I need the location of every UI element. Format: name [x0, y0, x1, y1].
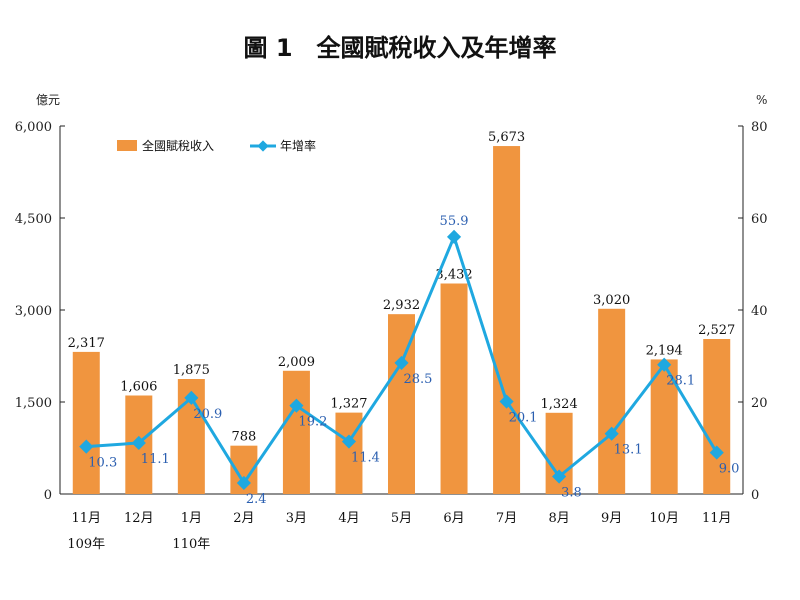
- bar-value-label: 1,875: [173, 363, 210, 378]
- left-axis-unit: 億元: [36, 93, 60, 107]
- bar: [72, 351, 100, 494]
- growth-rate-value-label: 55.9: [440, 214, 469, 229]
- growth-rate-value-label: 20.9: [193, 407, 222, 422]
- x-tick-label: 1月: [181, 511, 202, 526]
- bar-value-label: 2,009: [278, 355, 315, 370]
- growth-rate-value-label: 28.1: [666, 374, 695, 389]
- bar-value-label: 1,606: [120, 379, 157, 394]
- growth-rate-point: [79, 439, 94, 454]
- growth-rate-point: [657, 357, 672, 372]
- x-tick-label: 8月: [548, 511, 569, 526]
- x-tick-label: 10月: [649, 511, 679, 526]
- bar: [440, 283, 468, 494]
- bar-value-label: 1,324: [541, 397, 578, 412]
- growth-rate-point: [289, 398, 304, 413]
- growth-rate-point: [184, 390, 199, 405]
- x-tick-label: 6月: [443, 511, 464, 526]
- growth-rate-value-label: 19.2: [298, 415, 327, 430]
- x-tick-label: 4月: [338, 511, 359, 526]
- right-tick-label: 20: [751, 396, 768, 411]
- growth-rate-point: [709, 445, 724, 460]
- growth-rate-point: [394, 355, 409, 370]
- right-tick-label: 0: [751, 488, 759, 503]
- bar-value-label: 2,194: [646, 343, 683, 358]
- bar-value-label: 2,317: [68, 336, 105, 351]
- growth-rate-point: [604, 426, 619, 441]
- left-tick-label: 1,500: [15, 396, 52, 411]
- bar: [282, 370, 310, 494]
- legend-bar-swatch: [117, 140, 137, 151]
- x-tick-label: 3月: [286, 511, 307, 526]
- right-tick-label: 40: [751, 304, 768, 319]
- bar-value-label: 788: [231, 430, 256, 445]
- growth-rate-point: [446, 229, 462, 244]
- x-tick-sublabel: 109年: [67, 537, 105, 552]
- growth-rate-value-label: 20.1: [509, 411, 538, 426]
- growth-rate-value-label: 13.1: [614, 443, 643, 458]
- x-tick-label: 7月: [496, 511, 517, 526]
- growth-rate-value-label: 10.3: [88, 456, 117, 471]
- growth-rate-value-label: 11.1: [141, 452, 170, 467]
- growth-rate-point: [552, 469, 567, 484]
- x-tick-label: 5月: [391, 511, 412, 526]
- bar: [598, 308, 626, 494]
- growth-rate-value-label: 2.4: [246, 492, 267, 507]
- bar-value-label: 3,432: [435, 268, 472, 283]
- right-axis-unit: %: [756, 93, 767, 107]
- legend-line-marker: [257, 140, 269, 152]
- bar: [703, 339, 731, 494]
- right-tick-label: 80: [751, 120, 768, 135]
- left-tick-label: 6,000: [15, 120, 52, 135]
- x-tick-label: 12月: [124, 511, 154, 526]
- bar-value-label: 2,932: [383, 298, 420, 313]
- left-tick-label: 4,500: [15, 212, 52, 227]
- growth-rate-value-label: 9.0: [719, 462, 740, 477]
- right-tick-label: 60: [751, 212, 768, 227]
- legend-bar-label: 全國賦稅收入: [142, 138, 214, 153]
- x-tick-label: 11月: [702, 511, 732, 526]
- bar-value-label: 2,527: [698, 323, 735, 338]
- bar-value-label: 5,673: [488, 130, 525, 145]
- left-tick-label: 3,000: [15, 304, 52, 319]
- legend-line-label: 年增率: [280, 138, 316, 153]
- growth-rate-value-label: 3.8: [561, 486, 582, 501]
- left-tick-label: 0: [44, 488, 52, 503]
- x-tick-sublabel: 110年: [172, 537, 210, 552]
- chart-title: 圖 1 全國賦稅收入及年增率: [243, 34, 557, 62]
- bar: [493, 146, 521, 494]
- bar-value-label: 1,327: [330, 397, 367, 412]
- growth-rate-value-label: 11.4: [351, 451, 380, 466]
- growth-rate-point: [499, 394, 514, 409]
- x-tick-label: 2月: [233, 511, 254, 526]
- x-tick-label: 9月: [601, 511, 622, 526]
- growth-rate-value-label: 28.5: [404, 372, 433, 387]
- growth-rate-point: [131, 435, 146, 451]
- growth-rate-point: [341, 434, 357, 449]
- bar-value-label: 3,020: [593, 293, 630, 308]
- growth-rate-point: [236, 475, 251, 491]
- x-tick-label: 11月: [71, 511, 101, 526]
